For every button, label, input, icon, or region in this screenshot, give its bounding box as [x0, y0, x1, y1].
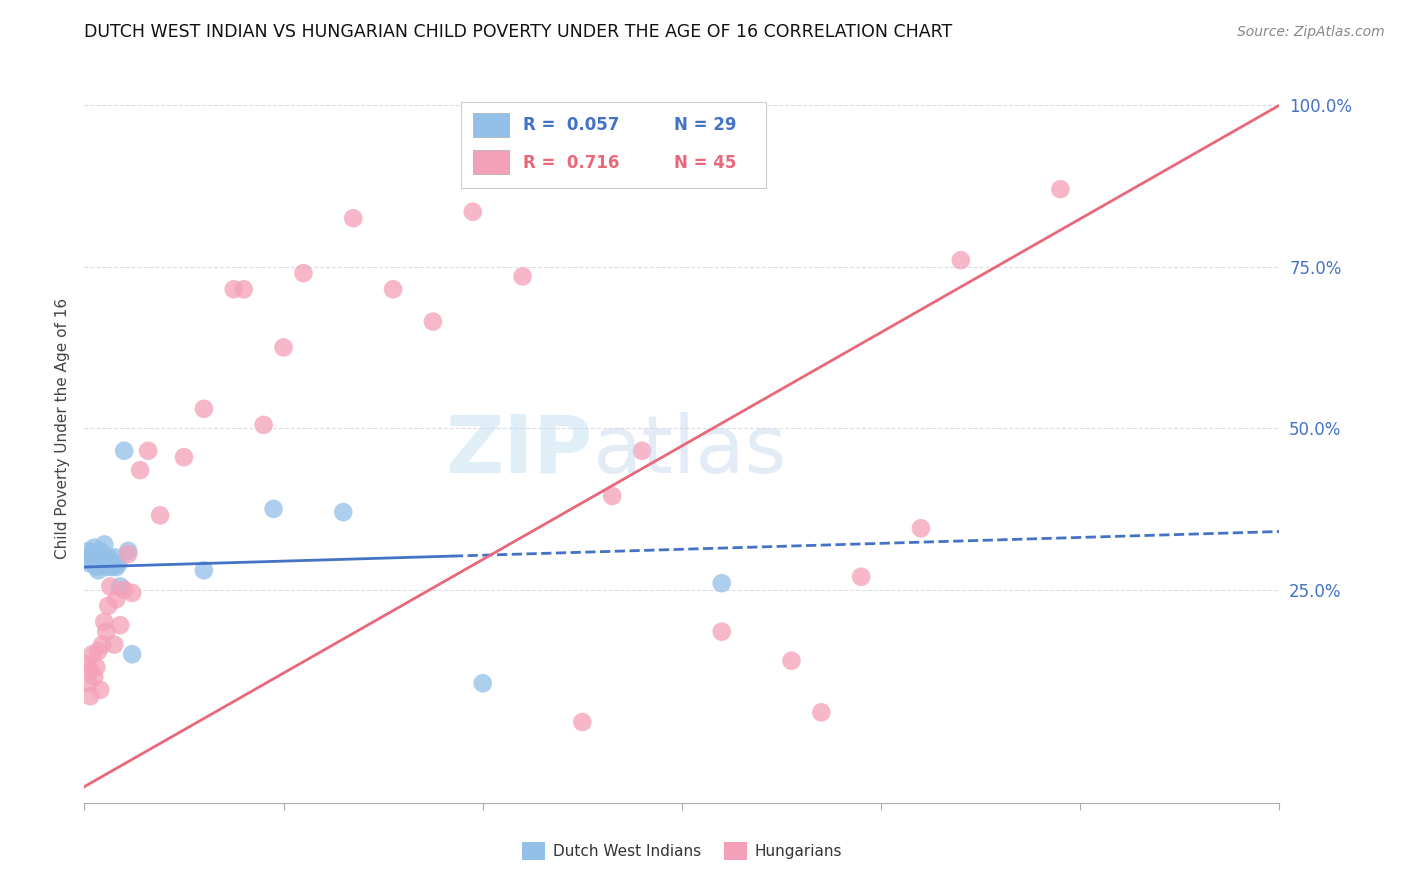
Point [97, 550, 120, 565]
Point [82, 647, 104, 661]
Point [105, 592, 128, 607]
Point [89, 682, 111, 697]
FancyBboxPatch shape [472, 150, 509, 174]
Legend: Dutch West Indians, Hungarians: Dutch West Indians, Hungarians [516, 836, 848, 866]
Point [382, 282, 405, 296]
Point [263, 502, 285, 516]
Point [810, 706, 832, 720]
Point [91, 638, 114, 652]
Point [332, 505, 354, 519]
Point [79, 690, 101, 704]
Point [77, 544, 100, 558]
Point [77, 676, 100, 690]
Point [89, 544, 111, 558]
Point [83, 553, 105, 567]
Point [512, 269, 534, 284]
Point [75, 553, 97, 567]
Point [422, 315, 444, 329]
Point [342, 211, 364, 226]
Text: R =  0.716: R = 0.716 [523, 154, 619, 172]
Point [97, 599, 120, 613]
Point [83, 670, 105, 684]
Point [82, 547, 104, 561]
Point [600, 489, 623, 503]
Point [79, 664, 101, 678]
Point [232, 282, 254, 296]
Point [253, 417, 276, 432]
Point [117, 544, 139, 558]
Text: DUTCH WEST INDIAN VS HUNGARIAN CHILD POVERTY UNDER THE AGE OF 16 CORRELATION CHA: DUTCH WEST INDIAN VS HUNGARIAN CHILD POV… [84, 23, 953, 41]
Point [107, 557, 129, 571]
Point [631, 443, 654, 458]
Point [103, 550, 125, 565]
Point [121, 647, 143, 661]
Text: ZIP: ZIP [446, 411, 592, 490]
Text: atlas: atlas [592, 411, 786, 490]
Point [193, 563, 215, 577]
Point [173, 450, 195, 465]
Point [87, 550, 110, 565]
Y-axis label: Child Poverty Under the Age of 16: Child Poverty Under the Age of 16 [55, 298, 70, 558]
Point [471, 676, 494, 690]
Point [110, 579, 132, 593]
Point [273, 340, 295, 354]
Point [87, 563, 110, 577]
Point [83, 541, 105, 555]
Point [136, 443, 159, 458]
Point [910, 521, 932, 535]
Text: Source: ZipAtlas.com: Source: ZipAtlas.com [1237, 25, 1385, 39]
Point [93, 615, 115, 629]
Point [222, 282, 245, 296]
Point [851, 570, 873, 584]
Point [98, 553, 121, 567]
Point [193, 401, 215, 416]
Point [121, 586, 143, 600]
Point [110, 618, 132, 632]
Text: N = 29: N = 29 [673, 117, 737, 135]
Point [96, 624, 118, 639]
Point [105, 560, 128, 574]
Point [91, 557, 114, 571]
Point [93, 537, 115, 551]
Point [75, 657, 97, 671]
Point [710, 576, 733, 591]
Point [93, 553, 115, 567]
Point [461, 204, 484, 219]
Point [780, 654, 803, 668]
Point [1049, 182, 1071, 196]
Point [98, 579, 121, 593]
Point [101, 560, 124, 574]
FancyBboxPatch shape [461, 103, 766, 188]
Point [96, 560, 118, 574]
Point [86, 560, 108, 574]
Point [112, 582, 135, 597]
Point [292, 266, 315, 280]
Text: R =  0.057: R = 0.057 [523, 117, 619, 135]
Point [79, 557, 101, 571]
Point [129, 463, 152, 477]
Point [949, 253, 972, 268]
FancyBboxPatch shape [472, 112, 509, 136]
Point [112, 443, 135, 458]
Point [86, 660, 108, 674]
Point [87, 644, 110, 658]
Text: N = 45: N = 45 [673, 154, 735, 172]
Point [710, 624, 733, 639]
Point [149, 508, 172, 523]
Point [117, 547, 139, 561]
Point [103, 638, 125, 652]
Point [571, 714, 593, 729]
